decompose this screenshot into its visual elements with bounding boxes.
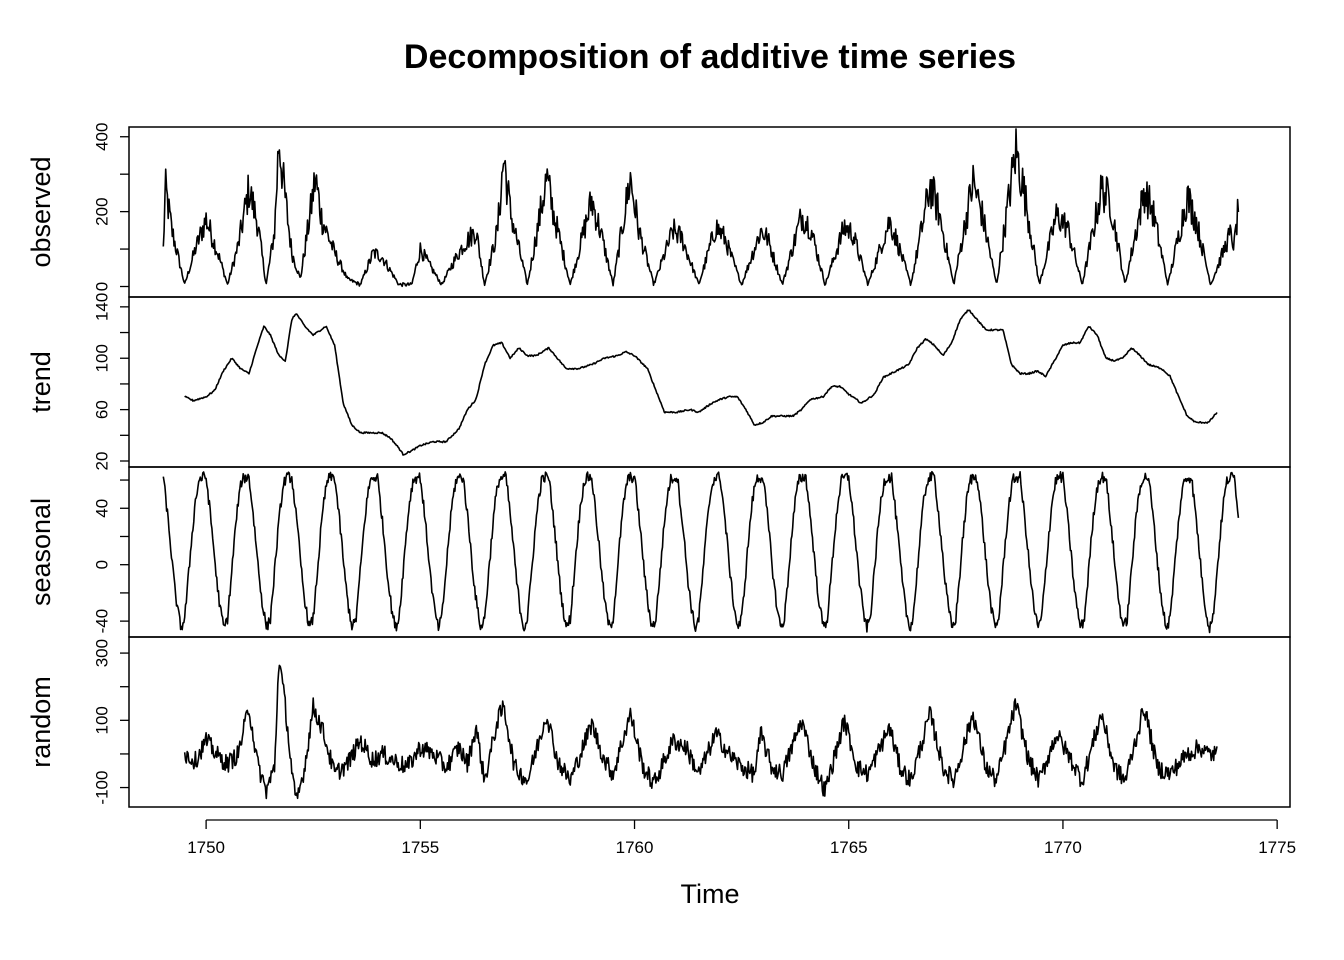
chart-title: Decomposition of additive time series xyxy=(404,38,1016,76)
y-tick-label-observed: 0 xyxy=(92,282,111,291)
y-tick-label-seasonal: 0 xyxy=(92,560,111,569)
y-tick-label-random: 300 xyxy=(92,639,111,667)
panel-frame-random xyxy=(128,636,1291,808)
y-tick-label-observed: 400 xyxy=(92,123,111,151)
panel-frame-observed xyxy=(128,126,1291,298)
x-tick-label: 1755 xyxy=(401,838,439,857)
panel-observed: observed 0 200 400 xyxy=(26,123,1291,298)
y-tick-label-trend: 60 xyxy=(92,400,111,419)
series-line-trend xyxy=(184,309,1218,456)
y-tick-label-seasonal: 40 xyxy=(92,499,111,518)
y-tick-label-trend: 140 xyxy=(92,293,111,321)
x-tick-label: 1750 xyxy=(187,838,225,857)
series-line-observed xyxy=(162,128,1240,288)
panel-label-trend: trend xyxy=(26,351,56,413)
panel-frame-seasonal xyxy=(128,466,1291,638)
y-tick-label-trend: 20 xyxy=(92,452,111,471)
series-line-seasonal xyxy=(162,470,1240,634)
x-tick-label: 1765 xyxy=(830,838,868,857)
panel-label-seasonal: seasonal xyxy=(26,498,56,606)
x-axis-label: Time xyxy=(681,879,740,909)
y-tick-label-random: 100 xyxy=(92,706,111,734)
y-tick-label-observed: 200 xyxy=(92,197,111,225)
panel-label-observed: observed xyxy=(26,156,56,267)
y-tick-label-random: -100 xyxy=(92,771,111,805)
panel-trend: trend 20 60 100 140 xyxy=(26,293,1291,471)
y-tick-label-trend: 100 xyxy=(92,344,111,372)
x-tick-label: 1770 xyxy=(1044,838,1082,857)
y-tick-label-seasonal: -40 xyxy=(92,609,111,634)
series-line-random xyxy=(183,664,1218,800)
x-axis: 1750 1755 1760 1765 1770 1775 xyxy=(187,819,1296,857)
x-tick-label: 1775 xyxy=(1258,838,1296,857)
panels: observed0200400trend2060100140seasonal-4… xyxy=(26,123,1291,808)
panel-random: random -100 100 300 xyxy=(26,636,1291,808)
x-tick-label: 1760 xyxy=(616,838,654,857)
panel-seasonal: seasonal -40 0 40 xyxy=(26,466,1291,638)
panel-label-random: random xyxy=(26,676,56,768)
